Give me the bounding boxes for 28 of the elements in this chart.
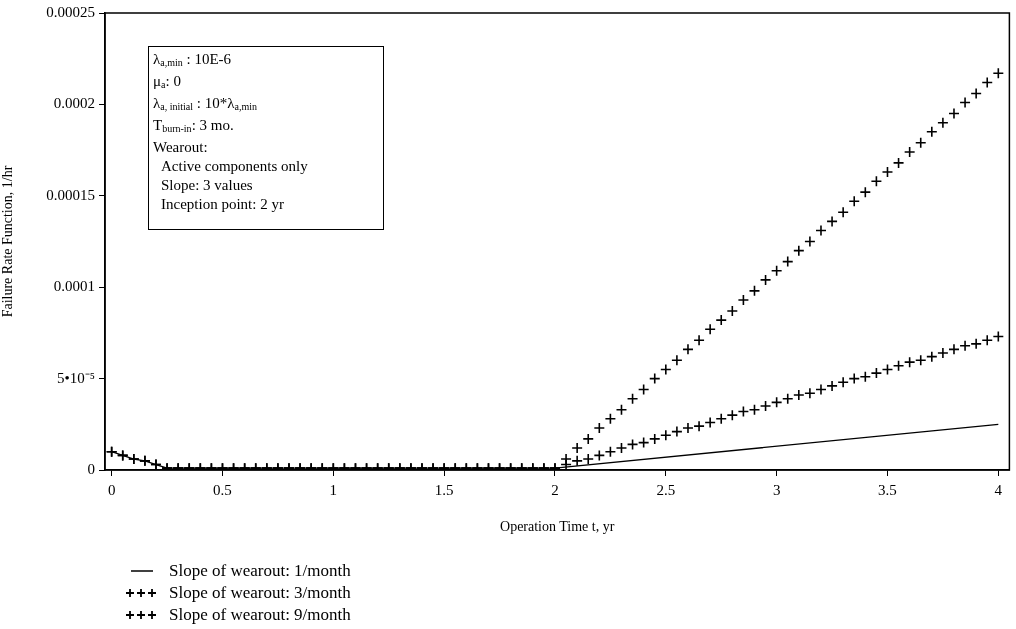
x-tick-label: 3 bbox=[772, 481, 781, 498]
annotation: λ$_{a, initial}$ : 10*λ$_{a,min}$ bbox=[153, 94, 258, 114]
y-tick-label: 0.0001 bbox=[53, 278, 95, 295]
x-tick-label: 2.5 bbox=[656, 481, 676, 498]
annotation: λ$_{a,min}$ : 10E-6 bbox=[153, 50, 233, 70]
y-tick-label: 5•10⁻⁵ bbox=[57, 369, 95, 386]
y-axis-title: Failure Rate Function, 1/hr bbox=[0, 165, 16, 318]
y-tick-label: 0.00015 bbox=[46, 186, 95, 203]
x-axis-title: Operation Time t, yr bbox=[500, 519, 615, 535]
x-tick-label: 1 bbox=[329, 481, 338, 498]
annotation: Inception point: 2 yr bbox=[160, 195, 285, 214]
annotation: μ$_{a}$: 0 bbox=[153, 72, 182, 92]
y-tick-label: 0.0002 bbox=[53, 95, 95, 112]
annotation: Active components only bbox=[160, 157, 309, 176]
legend-label: Slope of wearout: 1/month bbox=[169, 560, 351, 582]
legend-label: Slope of wearout: 9/month bbox=[169, 604, 351, 626]
x-tick-label: 0 bbox=[107, 481, 116, 498]
x-tick-label: 2 bbox=[551, 481, 559, 498]
x-tick-label: 3.5 bbox=[878, 481, 897, 498]
y-tick-label: 0.00025 bbox=[46, 3, 95, 20]
annotation: Wearout: bbox=[153, 138, 209, 157]
annotation: T$_{burn-in}$: 3 mo. bbox=[153, 116, 235, 136]
x-tick-label: 0.5 bbox=[213, 481, 232, 498]
x-tick-label: 4 bbox=[994, 481, 1003, 498]
legend-label: Slope of wearout: 3/month bbox=[169, 582, 351, 604]
x-tick-label: 1.5 bbox=[434, 481, 454, 498]
y-tick-label: 0 bbox=[87, 460, 95, 477]
annotation: Slope: 3 values bbox=[160, 176, 254, 195]
